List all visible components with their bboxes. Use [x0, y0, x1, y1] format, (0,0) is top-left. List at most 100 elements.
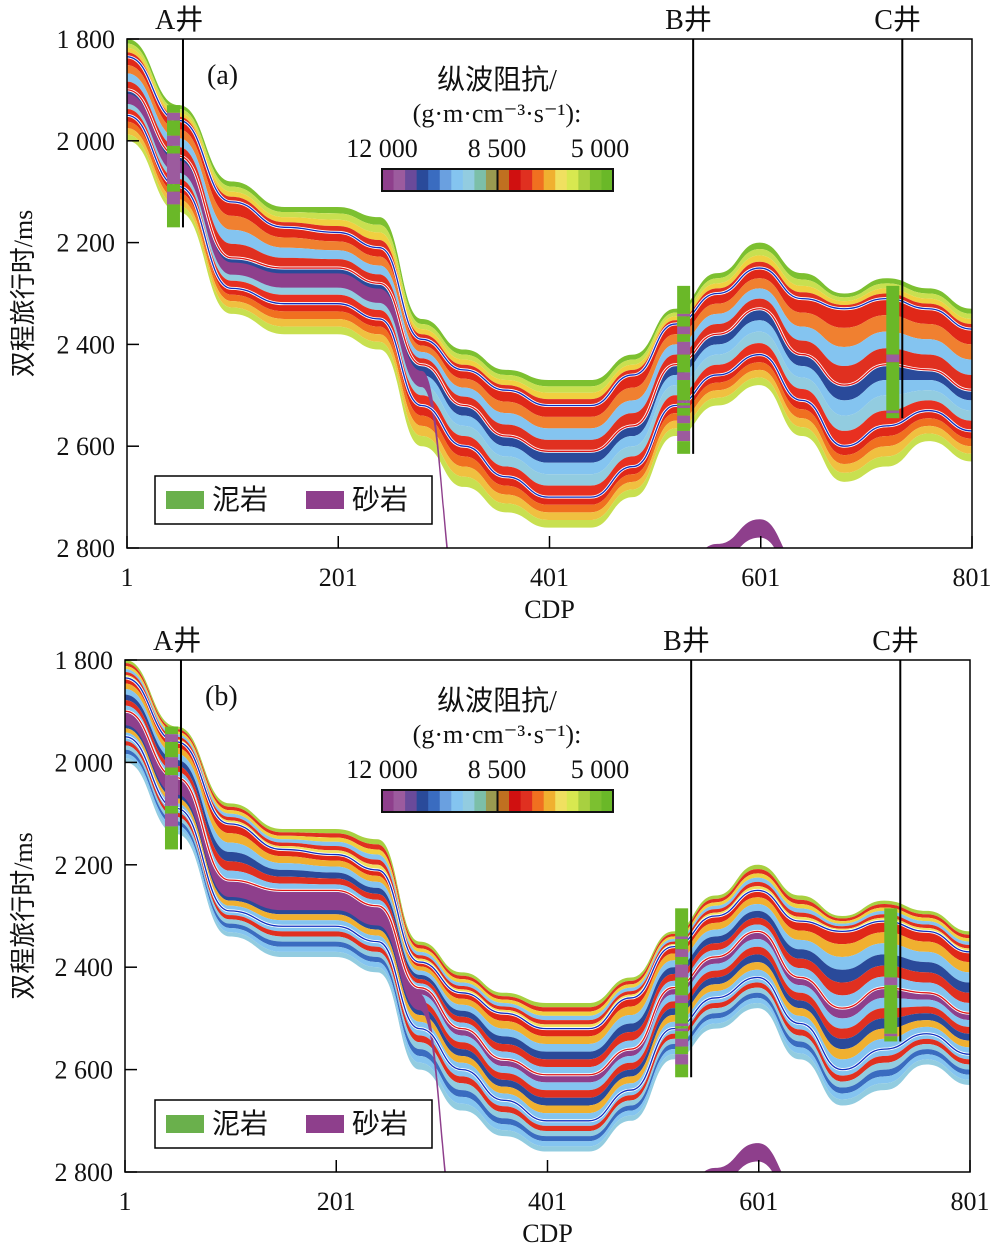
- colorbar-tick-label: 5 000: [571, 134, 630, 163]
- horizon-2-red-line: [125, 710, 970, 1076]
- well-1-log-sand: [675, 1023, 689, 1027]
- x-tick-label: 201: [319, 563, 358, 592]
- colorbar-swatch: [393, 169, 406, 191]
- colorbar-swatch: [416, 790, 429, 812]
- y-tick-label: 2 600: [57, 432, 116, 461]
- colorbar-swatch: [474, 790, 487, 812]
- well-2-log-mud: [884, 908, 898, 978]
- well-1-log-mud: [675, 1064, 689, 1078]
- colorbar-swatch: [393, 790, 406, 812]
- horizon-1-blue-line: [125, 677, 970, 1030]
- well-1-label: B井: [663, 625, 710, 657]
- panel-label: (b): [205, 681, 238, 712]
- horizon-2-red-line: [127, 89, 972, 452]
- impedance-band-1-4: [125, 700, 970, 1068]
- x-tick-label: 801: [951, 1187, 990, 1216]
- colorbar-swatch: [578, 790, 591, 812]
- well-1-log-sand: [677, 313, 691, 317]
- colorbar-swatch: [532, 790, 545, 812]
- colorbar-swatch: [462, 790, 475, 812]
- colorbar-swatch: [509, 169, 522, 191]
- well-1-log-mud: [677, 354, 691, 373]
- colorbar-swatch: [474, 169, 487, 191]
- well-0-log-sand: [166, 112, 180, 121]
- well-0-log-mud: [166, 120, 180, 136]
- well-0-log-sand: [164, 757, 178, 768]
- well-2-log-sand: [884, 1033, 898, 1037]
- x-axis-title: CDP: [522, 1219, 573, 1248]
- y-tick-label: 1 800: [57, 25, 116, 54]
- colorbar-swatch: [382, 790, 395, 812]
- well-1-log-mud: [677, 408, 691, 416]
- well-0-log-mud: [164, 767, 178, 776]
- x-tick-label: 601: [741, 563, 780, 592]
- well-0-log-mud: [164, 805, 178, 814]
- well-2-label: C井: [872, 625, 919, 657]
- well-1-log-sand: [677, 372, 691, 381]
- colorbar-swatch: [509, 790, 522, 812]
- legend-swatch-sandstone: [306, 1115, 344, 1133]
- impedance-band-1-1: [127, 65, 972, 429]
- colorbar-swatch: [428, 790, 441, 812]
- y-tick-label: 2 200: [57, 229, 116, 258]
- colorbar-swatch: [589, 169, 602, 191]
- horizon-1-blue-line: [127, 56, 972, 407]
- colorbar-swatch: [439, 790, 452, 812]
- x-tick-label: 401: [530, 563, 569, 592]
- well-1-log-mud: [675, 1031, 689, 1039]
- well-0-log-mud: [166, 145, 180, 154]
- well-0-log-mud: [164, 826, 178, 850]
- legend-swatch-mudstone: [166, 1115, 204, 1133]
- well-0-log-mud: [164, 726, 178, 735]
- impedance-band-3-1: [125, 741, 970, 1132]
- x-tick-label: 1: [121, 563, 134, 592]
- well-2-log-mud: [886, 362, 900, 411]
- colorbar-swatch: [555, 790, 568, 812]
- y-tick-label: 2 400: [55, 953, 114, 982]
- legend-label-sandstone: 砂岩: [352, 484, 408, 516]
- well-2-log-mud: [884, 1036, 898, 1042]
- colorbar-unit: (g·m·cm⁻³·s⁻¹):: [413, 720, 582, 749]
- colorbar-title: 纵波阻抗/: [437, 685, 557, 717]
- panel-a-plot: [127, 39, 972, 548]
- colorbar-swatch: [566, 169, 579, 191]
- impedance-band-3-2: [125, 745, 970, 1137]
- well-1-log-sand: [675, 995, 689, 1004]
- well-1-log-sand: [677, 341, 691, 355]
- impedance-band-3-2: [127, 128, 972, 521]
- well-0-log-mud: [166, 184, 180, 192]
- x-tick-label: 601: [739, 1187, 778, 1216]
- colorbar-swatch: [601, 790, 614, 812]
- colorbar-swatch: [439, 169, 452, 191]
- panel-label: (a): [207, 60, 238, 91]
- colorbar-swatch: [578, 169, 591, 191]
- colorbar-tick-label: 12 000: [346, 755, 418, 784]
- well-1-log-mud: [677, 402, 691, 406]
- well-1-log-mud: [677, 285, 691, 314]
- well-0-log-sand: [166, 135, 180, 146]
- well-1-log-sand: [675, 1028, 689, 1032]
- well-0-log-sand: [166, 191, 180, 205]
- legend-label-sandstone: 砂岩: [352, 1108, 408, 1140]
- colorbar-swatch: [543, 790, 556, 812]
- well-2-label: C井: [874, 4, 921, 36]
- legend-label-mudstone: 泥岩: [212, 484, 268, 516]
- well-0-log-sand: [164, 734, 178, 742]
- well-1-log-mud: [675, 1026, 689, 1029]
- colorbar-swatch: [428, 169, 441, 191]
- well-1-log-mud: [675, 1046, 689, 1055]
- well-2-log-sand: [886, 410, 900, 414]
- colorbar-unit: (g·m·cm⁻³·s⁻¹):: [413, 99, 582, 128]
- colorbar-swatch: [532, 169, 545, 191]
- legend-swatch-sandstone: [306, 491, 344, 509]
- impedance-band-3-3: [125, 749, 970, 1142]
- y-axis-title: 双程旅行时/ms: [9, 210, 38, 378]
- colorbar-tick-label: 5 000: [571, 755, 630, 784]
- well-1-log-sand: [677, 405, 691, 409]
- colorbar-swatch: [543, 169, 556, 191]
- horizon-3-blue-line: [127, 114, 972, 498]
- x-tick-label: 401: [528, 1187, 567, 1216]
- impedance-band-1-2: [127, 73, 972, 440]
